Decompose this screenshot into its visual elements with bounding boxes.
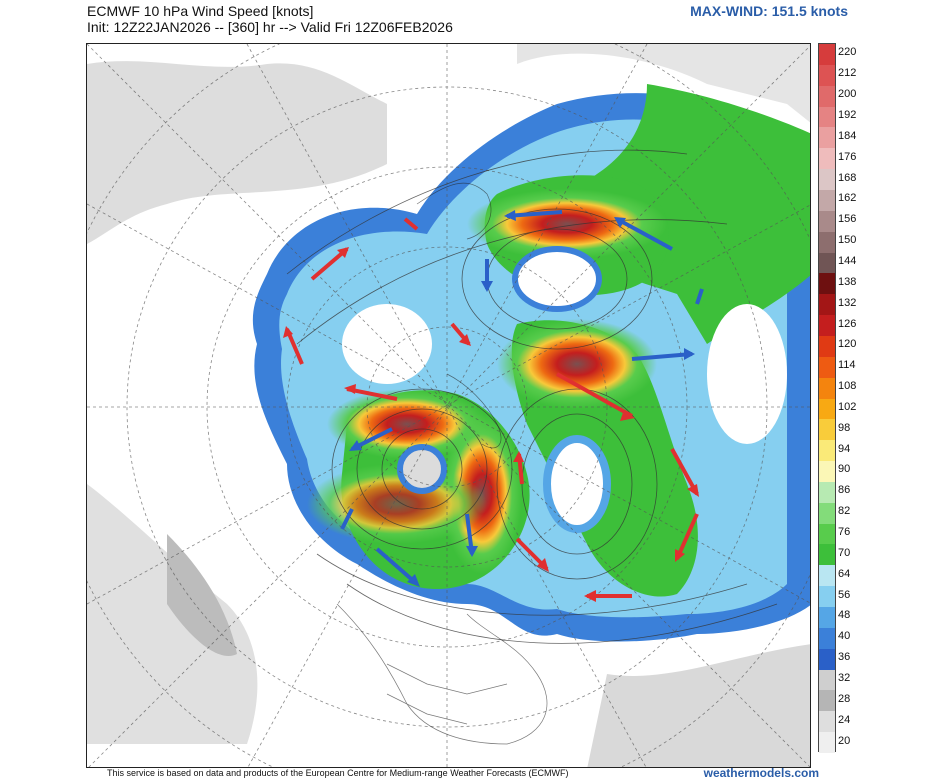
colorbar-tick-label: 98 <box>838 421 851 434</box>
colorbar-segment <box>819 335 835 358</box>
colorbar-segment <box>819 169 835 191</box>
max-wind-label: MAX-WIND: 151.5 knots <box>690 3 848 19</box>
colorbar-tick-label: 144 <box>838 254 857 267</box>
colorbar-segment <box>819 461 835 483</box>
wind-speed-map <box>86 43 811 768</box>
colorbar-segment <box>819 627 835 650</box>
colorbar-segment <box>819 648 835 671</box>
colorbar-tick-label: 212 <box>838 67 857 80</box>
colorbar-segment <box>819 294 835 316</box>
colorbar-segment <box>819 377 835 399</box>
colorbar-segment <box>819 231 835 254</box>
colorbar-tick-label: 114 <box>838 359 856 372</box>
colorbar-tick-label: 94 <box>838 442 851 455</box>
colorbar-tick-label: 168 <box>838 171 857 184</box>
colorbar-tick-label: 150 <box>838 234 857 247</box>
colorbar-tick-label: 126 <box>838 317 857 330</box>
colorbar-segment <box>819 398 835 420</box>
colorbar-tick-label: 176 <box>838 150 857 163</box>
map-subtitle: Init: 12Z22JAN2026 -- [360] hr --> Valid… <box>87 19 453 35</box>
colorbar-tick-label: 132 <box>838 296 857 309</box>
colorbar-tick-label: 108 <box>838 380 857 393</box>
colorbar-tick-label: 56 <box>838 588 851 601</box>
colorbar-tick-label: 90 <box>838 463 851 476</box>
colorbar-segment <box>819 356 835 379</box>
colorbar-tick-label: 40 <box>838 630 851 643</box>
colorbar-segment <box>819 565 835 587</box>
colorbar-tick-label: 20 <box>838 734 851 747</box>
colorbar-segment <box>819 607 835 629</box>
colorbar-segment <box>819 148 835 170</box>
map-canvas <box>87 44 810 767</box>
colorbar-segment <box>819 419 835 441</box>
graticule <box>87 44 810 767</box>
colorbar-segment <box>819 523 835 545</box>
colorbar-tick-label: 220 <box>838 46 857 59</box>
colorbar-segment <box>819 106 835 128</box>
colorbar-tick-label: 48 <box>838 609 851 622</box>
colorbar-tick-label: 156 <box>838 213 857 226</box>
colorbar-segment <box>819 210 835 233</box>
streamlines <box>286 149 778 644</box>
flow-arrows <box>283 210 704 602</box>
colorbar-tick-label: 32 <box>838 672 851 684</box>
colorbar-tick-label: 64 <box>838 567 851 580</box>
colorbar-tick-label: 102 <box>838 400 857 413</box>
colorbar-segment <box>819 669 835 691</box>
colorbar-segment <box>819 586 835 608</box>
colorbar-segment <box>819 502 835 525</box>
colorbar-segment <box>819 481 835 504</box>
colorbar-tick-label: 184 <box>838 129 857 142</box>
colorbar-segment <box>819 732 835 754</box>
colorbar-tick-label: 138 <box>838 275 857 288</box>
wind-speed-colorbar <box>818 43 836 754</box>
colorbar-tick-label: 70 <box>838 546 851 559</box>
colorbar-tick-label: 76 <box>838 526 851 539</box>
colorbar-tick-label: 200 <box>838 88 857 101</box>
background-gray-patches <box>87 44 810 767</box>
data-attribution: This service is based on data and produc… <box>107 768 569 778</box>
colorbar-segment <box>819 315 835 337</box>
colorbar-tick-label: 162 <box>838 192 857 205</box>
vortex-centers <box>342 246 787 533</box>
colorbar-tick-label: 120 <box>838 338 857 351</box>
colorbar-segment <box>819 252 835 274</box>
colorbar-segment <box>819 64 835 87</box>
coastlines <box>336 182 548 745</box>
colorbar-segment <box>819 711 835 733</box>
colorbar-segment <box>819 544 835 566</box>
map-title: ECMWF 10 hPa Wind Speed [knots] <box>87 3 314 19</box>
colorbar-segment <box>819 189 835 212</box>
colorbar-segment <box>819 44 835 66</box>
colorbar-tick-label: 28 <box>838 692 851 705</box>
colorbar-segment <box>819 127 835 149</box>
colorbar-tick-label: 192 <box>838 108 857 121</box>
colorbar-segment <box>819 440 835 462</box>
colorbar-tick-label: 86 <box>838 484 851 497</box>
brand-link[interactable]: weathermodels.com <box>703 766 819 780</box>
colorbar-segment <box>819 85 835 108</box>
colorbar-tick-label: 36 <box>838 651 851 664</box>
colorbar-segment <box>819 690 835 712</box>
colorbar-tick-label: 24 <box>838 713 851 726</box>
colorbar-tick-label: 82 <box>838 505 851 518</box>
colorbar-segment <box>819 273 835 295</box>
